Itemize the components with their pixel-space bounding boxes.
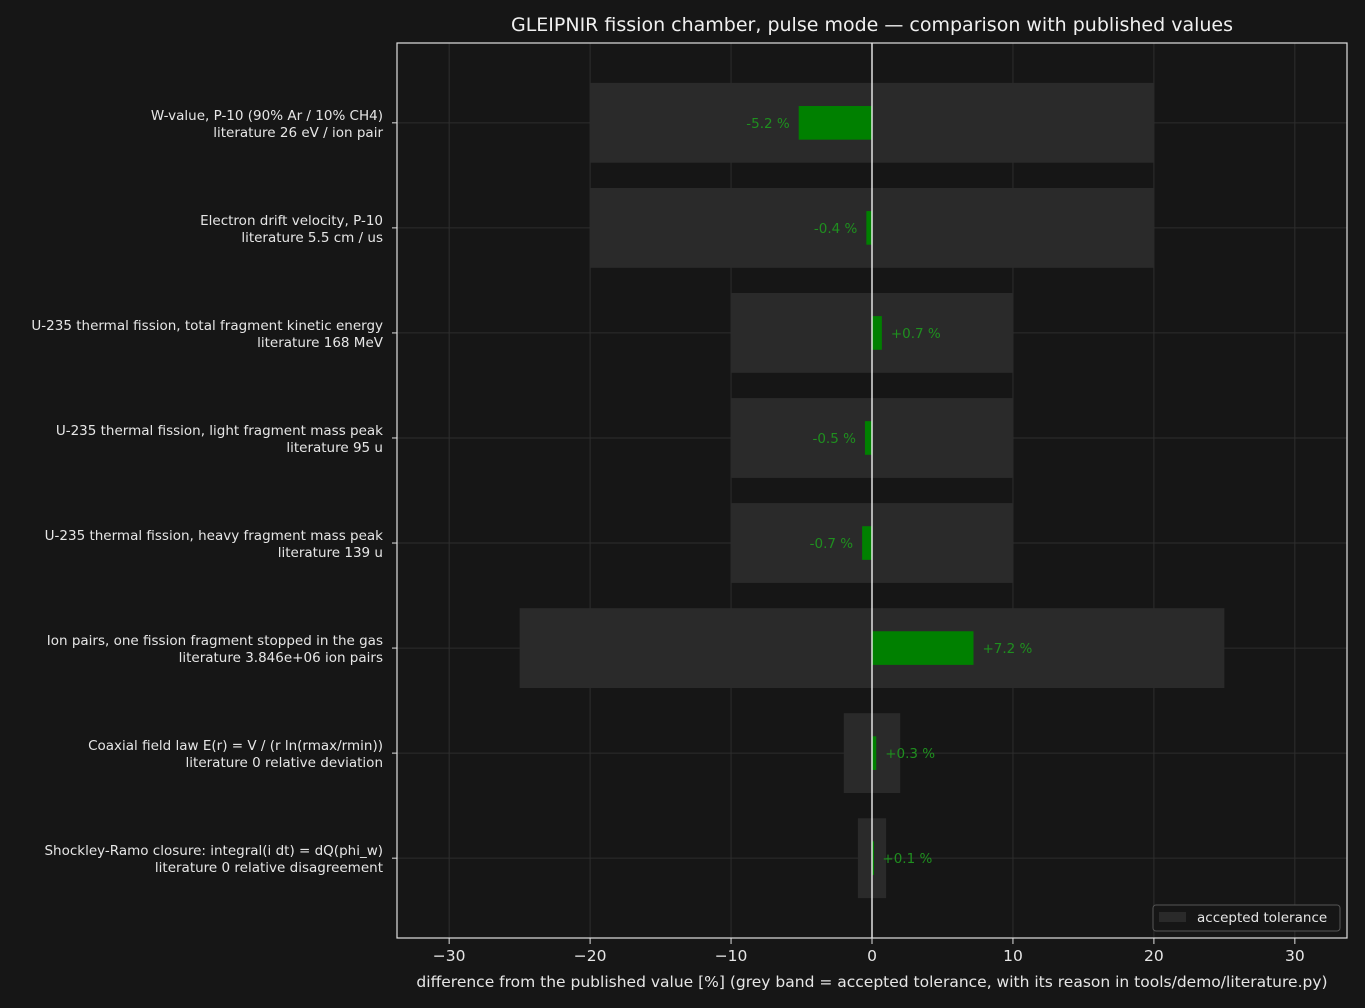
category-literature-label: literature 3.846e+06 ion pairs xyxy=(179,650,383,666)
x-tick-label: 0 xyxy=(867,947,877,965)
x-axis-label: difference from the published value [%] … xyxy=(416,973,1327,991)
category-literature-label: literature 0 relative disagreement xyxy=(155,860,383,876)
deviation-bar xyxy=(872,841,874,875)
value-label: -0.4 % xyxy=(814,221,858,237)
category-literature-label: literature 26 eV / ion pair xyxy=(213,125,383,141)
y-axis-categories: W-value, P-10 (90% Ar / 10% CH4)literatu… xyxy=(31,108,397,876)
category-literature-label: literature 5.5 cm / us xyxy=(241,230,383,246)
category-literature-label: literature 95 u xyxy=(286,440,383,456)
x-tick-label: −30 xyxy=(433,947,466,965)
x-tick-label: −10 xyxy=(715,947,748,965)
x-axis-ticks: −30 −20 −10 0 10 20 30 xyxy=(433,938,1305,965)
deviation-bar xyxy=(798,106,872,140)
category-label: Electron drift velocity, P-10 xyxy=(200,213,383,229)
legend-box xyxy=(1152,904,1341,932)
category-literature-label: literature 139 u xyxy=(278,545,383,561)
chart-title: GLEIPNIR fission chamber, pulse mode — c… xyxy=(511,14,1233,36)
value-label: -5.2 % xyxy=(746,116,790,132)
category-label: U-235 thermal fission, heavy fragment ma… xyxy=(45,528,384,544)
x-tick-label: 20 xyxy=(1144,947,1164,965)
value-label: -0.7 % xyxy=(810,536,854,552)
category-label: U-235 thermal fission, light fragment ma… xyxy=(56,423,383,439)
deviation-bar xyxy=(862,526,872,560)
value-label: +0.3 % xyxy=(885,746,935,762)
value-label: +0.7 % xyxy=(891,326,941,342)
x-tick-label: 10 xyxy=(1003,947,1023,965)
legend-swatch-tolerance xyxy=(1159,912,1186,922)
category-label: Shockley-Ramo closure: integral(i dt) = … xyxy=(44,843,383,859)
deviation-bars xyxy=(798,106,974,875)
category-literature-label: literature 168 MeV xyxy=(257,335,384,351)
deviation-bar xyxy=(872,316,882,350)
category-label: Coaxial field law E(r) = V / (r ln(rmax/… xyxy=(88,738,383,754)
value-label: -0.5 % xyxy=(812,431,856,447)
deviation-bar xyxy=(872,631,974,665)
legend: accepted tolerance xyxy=(1152,904,1341,932)
deviation-bar xyxy=(864,421,872,455)
value-labels: -5.2 % -0.4 % +0.7 % -0.5 % -0.7 % +7.2 % +0.3… xyxy=(746,116,1032,867)
category-label: W-value, P-10 (90% Ar / 10% CH4) xyxy=(151,108,383,124)
category-label: Ion pairs, one fission fragment stopped … xyxy=(47,633,383,649)
value-label: +0.1 % xyxy=(882,851,932,867)
category-label: U-235 thermal fission, total fragment ki… xyxy=(31,318,383,334)
x-tick-label: 30 xyxy=(1285,947,1305,965)
category-literature-label: literature 0 relative deviation xyxy=(186,755,383,771)
x-tick-label: −20 xyxy=(574,947,607,965)
value-label: +7.2 % xyxy=(982,641,1032,657)
legend-label-tolerance: accepted tolerance xyxy=(1197,910,1327,926)
deviation-bar xyxy=(866,211,872,245)
deviation-bar xyxy=(872,736,877,770)
